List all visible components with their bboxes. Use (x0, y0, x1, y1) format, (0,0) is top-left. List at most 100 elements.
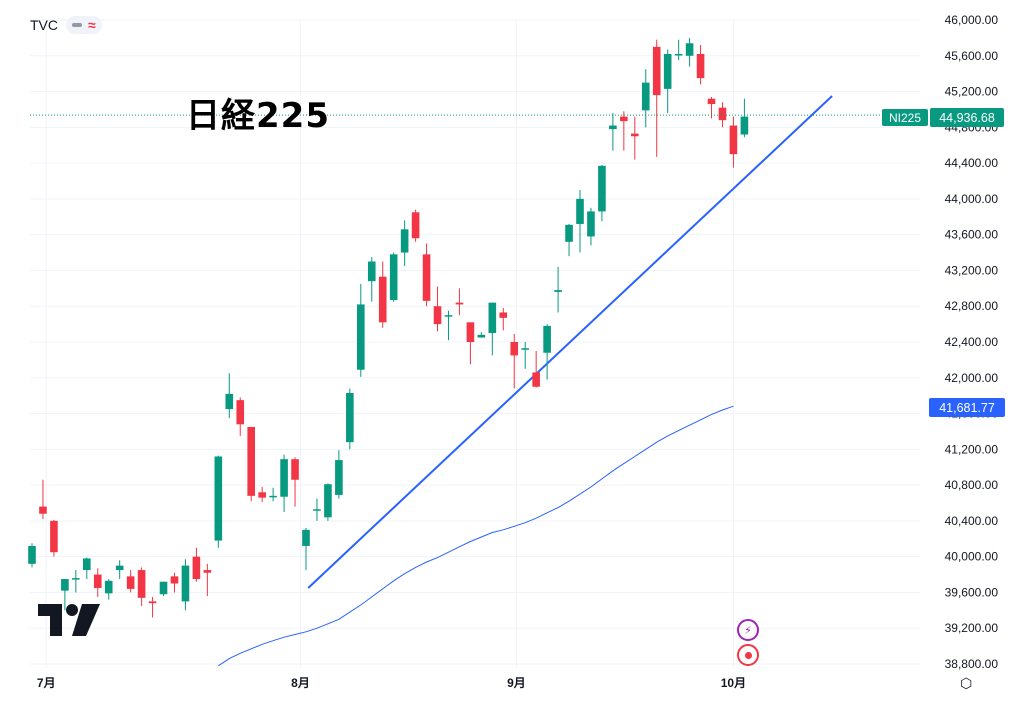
candle-body (587, 211, 595, 237)
candle-body (422, 254, 431, 301)
candle (203, 563, 212, 597)
time-axis: 7月 8月 9月 10月 (37, 676, 746, 690)
candle-body (225, 393, 234, 410)
candle (554, 266, 562, 313)
candle (324, 483, 332, 521)
candle (126, 570, 135, 593)
candle (543, 324, 551, 380)
candle (181, 559, 190, 611)
candle-body (565, 224, 573, 242)
flash-icon[interactable]: ⚡ (737, 619, 759, 641)
candle-body (159, 581, 168, 595)
candle (740, 98, 749, 138)
candle-body (652, 46, 661, 96)
candle-body (170, 576, 179, 584)
candle-body (247, 426, 255, 496)
source-label: TVC (30, 17, 58, 33)
candle (367, 257, 376, 302)
candle-body (378, 276, 387, 323)
y-tick-label: 42,800.00 (945, 299, 999, 313)
candle (39, 479, 47, 520)
candle-body (510, 342, 519, 356)
candle-body (269, 495, 277, 498)
candle (433, 286, 442, 332)
trendline[interactable] (307, 95, 833, 589)
y-tick-label: 40,800.00 (945, 478, 999, 492)
candle (214, 455, 223, 548)
candle (729, 116, 738, 168)
candle-body (236, 400, 245, 425)
candle (247, 426, 255, 502)
y-tick-label: 41,200.00 (945, 442, 999, 456)
y-tick-label: 44,000.00 (945, 192, 999, 206)
candle-body (258, 492, 266, 498)
candle-body (214, 456, 223, 541)
candle (565, 223, 573, 257)
trendline-layer (307, 95, 833, 589)
tradingview-logo-icon (38, 604, 100, 641)
candle (466, 322, 475, 365)
candle-body (554, 290, 562, 292)
candle-body (718, 107, 727, 121)
candle-body (28, 545, 36, 564)
candle (620, 111, 628, 151)
candle-body (663, 53, 672, 89)
candle-body (488, 302, 497, 334)
candle-body (740, 116, 749, 135)
candle (291, 457, 299, 507)
candle-body (444, 315, 453, 317)
candle (335, 450, 343, 499)
candles-layer (28, 37, 749, 618)
candle (346, 388, 354, 450)
candle (50, 519, 58, 557)
candle (576, 189, 584, 253)
candle (280, 454, 288, 512)
candle-body (641, 82, 650, 111)
candle (378, 261, 387, 328)
candle (510, 333, 519, 389)
candle-body (115, 565, 124, 571)
candle-body (72, 578, 80, 580)
indicator-toggle[interactable]: ≈ (66, 16, 102, 34)
chart-title: 日経225 (186, 96, 330, 136)
x-tick-label: 9月 (507, 676, 526, 690)
candle-body (137, 570, 146, 598)
candle-body (357, 304, 365, 370)
candle (192, 547, 201, 582)
candle (685, 37, 694, 67)
candle (609, 113, 617, 151)
candle-body (532, 372, 540, 387)
minus-icon (72, 23, 82, 27)
candle-body (499, 312, 508, 318)
candle-body (455, 302, 464, 305)
candle (313, 498, 321, 521)
ma-value-badge-text: 41,681.77 (939, 401, 995, 415)
candle (225, 373, 234, 419)
candle-body (291, 459, 299, 480)
settings-icon[interactable]: ⬡ (960, 675, 973, 691)
y-tick-label: 46,000.00 (945, 13, 999, 27)
candle (696, 45, 705, 85)
record-icon[interactable] (737, 644, 759, 666)
symbol-badge: NI225 (882, 109, 928, 126)
y-tick-label: 39,200.00 (945, 621, 999, 635)
candle (663, 49, 672, 114)
candle (587, 207, 595, 246)
candle (302, 528, 310, 571)
candle (258, 486, 266, 503)
candle (61, 579, 69, 611)
candle-body (411, 212, 420, 239)
y-tick-label: 43,200.00 (945, 263, 999, 277)
candle (236, 397, 245, 436)
candle (455, 288, 464, 316)
candle-body (346, 392, 354, 443)
y-tick-label: 45,600.00 (945, 49, 999, 63)
candle (641, 69, 650, 128)
candle-body (61, 579, 69, 591)
candle (521, 342, 529, 369)
candle-body (477, 334, 486, 338)
y-tick-label: 42,000.00 (945, 371, 999, 385)
candle-body (729, 125, 738, 155)
candle-body (93, 574, 102, 588)
